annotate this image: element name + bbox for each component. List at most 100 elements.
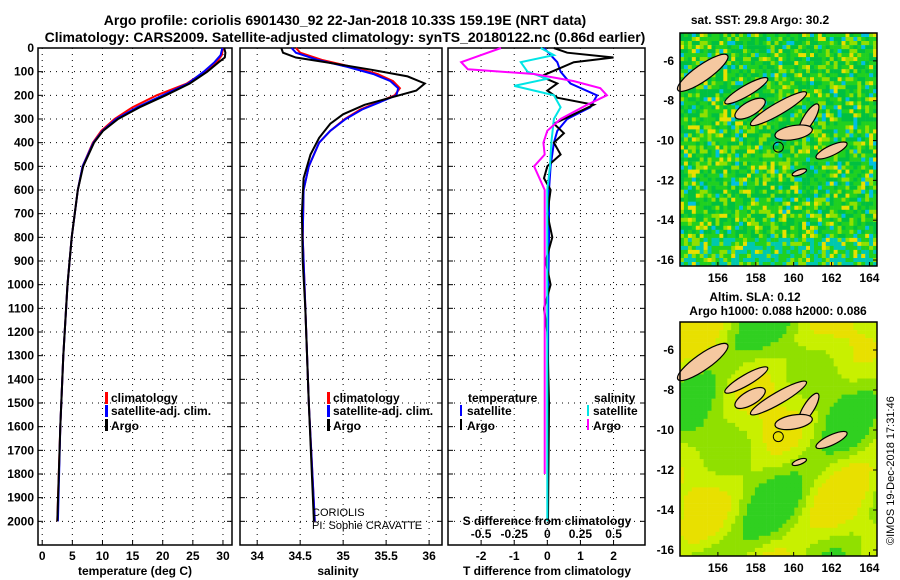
map-cell	[869, 213, 874, 219]
map-cell	[727, 61, 732, 66]
map-cell	[861, 330, 866, 335]
map-cell	[790, 149, 795, 154]
map-cell	[825, 53, 831, 58]
map-cell	[873, 382, 878, 387]
map-cell	[861, 205, 866, 211]
map-cell	[782, 225, 787, 231]
map-cell	[731, 221, 736, 227]
map-cell	[723, 85, 728, 90]
map-cell	[695, 137, 701, 142]
map-cell	[711, 149, 716, 154]
map-cell	[747, 169, 752, 174]
map-cell	[829, 394, 834, 399]
map-cell	[849, 439, 854, 444]
map-cell	[794, 262, 799, 267]
map-cell	[833, 386, 838, 391]
map-cell	[715, 406, 720, 412]
map-cell	[687, 209, 693, 215]
map-cell	[703, 402, 708, 408]
map-cell	[849, 137, 854, 142]
map-cell	[857, 402, 862, 408]
map-cell	[825, 85, 831, 90]
map-cell	[750, 45, 756, 50]
map-cell	[770, 221, 775, 227]
map-cell	[825, 253, 831, 259]
map-cell	[723, 330, 728, 335]
map-cell	[691, 398, 697, 404]
map-cell	[691, 406, 697, 412]
map-cell	[782, 350, 787, 355]
map-cell	[821, 354, 827, 359]
map-cell	[825, 137, 831, 142]
map-cell	[873, 49, 878, 54]
x-tick-label: -1	[509, 549, 520, 563]
map-cell	[723, 173, 728, 178]
map-cell	[766, 241, 771, 247]
map-cell	[837, 406, 842, 412]
map-cell	[703, 165, 708, 170]
map-cell	[703, 326, 708, 331]
map-cell	[810, 197, 815, 203]
map-cell	[695, 169, 701, 174]
map-cell	[766, 370, 771, 375]
map-cell	[806, 233, 811, 239]
map-cell	[754, 354, 760, 359]
map-cell	[715, 181, 720, 186]
map-cell	[731, 435, 736, 440]
map-cell	[814, 181, 819, 186]
map-cell	[715, 33, 720, 38]
map-cell	[731, 45, 736, 50]
map-cell	[833, 57, 838, 62]
map-cell	[861, 169, 866, 174]
map-cell	[802, 225, 807, 231]
map-cell	[770, 77, 775, 82]
map-cell	[810, 330, 815, 335]
map-cell	[758, 225, 764, 231]
map-cell	[703, 322, 708, 327]
salinity-panel: 34 34.5 35 35.5 36	[239, 47, 443, 563]
map-cell	[873, 233, 878, 239]
map-cell	[849, 443, 854, 448]
map-cell	[723, 354, 728, 359]
map-cell	[802, 451, 807, 456]
map-cell	[798, 73, 803, 78]
map-cell	[802, 73, 807, 78]
map-cell	[715, 197, 720, 203]
map-cell	[727, 398, 732, 404]
map-cell	[786, 69, 791, 74]
map-cell	[747, 426, 752, 432]
map-cell	[849, 378, 854, 383]
map-cell	[790, 145, 795, 150]
map-cell	[723, 73, 728, 78]
map-cell	[865, 326, 870, 331]
depth-tick-label: 800	[14, 230, 34, 244]
map-cell	[680, 362, 685, 367]
map-cell	[837, 350, 842, 355]
map-cell	[687, 45, 693, 50]
map-cell	[774, 85, 779, 90]
map-cell	[873, 414, 878, 420]
map-cell	[861, 358, 866, 363]
map-cell	[845, 181, 850, 186]
map-cell	[845, 129, 850, 134]
map-cell	[814, 165, 819, 170]
map-cell	[699, 382, 704, 387]
map-cell	[869, 141, 874, 146]
map-cell	[782, 33, 787, 38]
map-cell	[837, 426, 842, 432]
map-cell	[719, 237, 724, 243]
map-cell	[814, 73, 819, 78]
map-cell	[825, 193, 831, 199]
map-cell	[806, 209, 811, 215]
map-cell	[790, 113, 795, 118]
map-cell	[719, 189, 724, 195]
map-cell	[762, 57, 767, 62]
map-cell	[829, 77, 834, 82]
map-cell	[798, 53, 803, 58]
map-cell	[723, 109, 728, 114]
map-cell	[865, 133, 870, 138]
map-cell	[782, 455, 787, 460]
map-cell	[802, 245, 807, 251]
map-cell	[865, 125, 870, 130]
map-cell	[762, 45, 767, 50]
